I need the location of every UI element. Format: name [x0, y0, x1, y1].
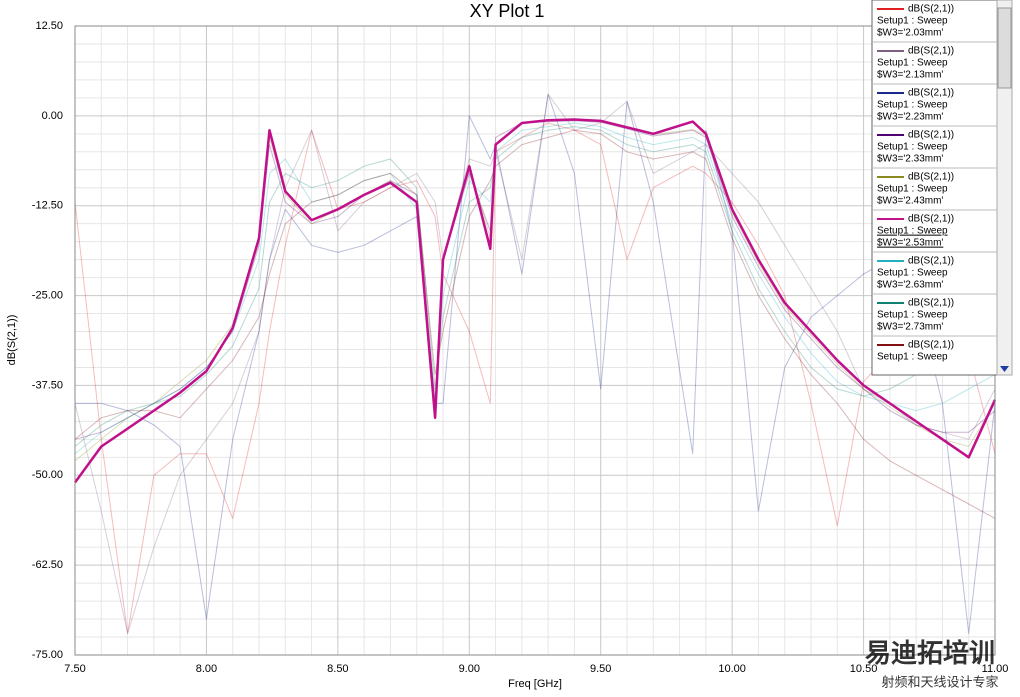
- plot-lines: [73, 93, 997, 634]
- y-tick-label: -50.00: [32, 469, 63, 481]
- scrollbar[interactable]: [996, 0, 1013, 376]
- legend-setup: Setup1 : Sweep: [877, 100, 948, 111]
- scroll-arrow[interactable]: [1000, 366, 1009, 372]
- legend-name: dB(S(2,1)): [908, 88, 954, 99]
- scroll-thumb[interactable]: [997, 7, 1012, 89]
- series-line: [73, 118, 997, 484]
- legend: dB(S(2,1))Setup1 : Sweep$W3='2.03mm'dB(S…: [871, 0, 1013, 376]
- y-tick-label: -62.50: [32, 559, 63, 571]
- chart-title: XY Plot 1: [470, 1, 545, 21]
- legend-name: dB(S(2,1)): [908, 4, 954, 15]
- legend-name: dB(S(2,1)): [908, 256, 954, 267]
- x-tick-label: 10.50: [850, 663, 878, 675]
- legend-setup: Setup1 : Sweep: [877, 142, 948, 153]
- legend-setup: Setup1 : Sweep: [877, 352, 948, 363]
- x-tick-label: 8.00: [196, 663, 217, 675]
- legend-setup: Setup1 : Sweep: [877, 58, 948, 69]
- x-axis-label: Freq [GHz]: [508, 678, 562, 690]
- legend-setup: Setup1 : Sweep: [877, 268, 948, 279]
- legend-name: dB(S(2,1)): [908, 46, 954, 57]
- y-tick-label: -37.50: [32, 379, 63, 391]
- legend-variation: $W3='2.63mm': [877, 280, 943, 291]
- series-line: [74, 120, 996, 440]
- legend-variation: $W3='2.33mm': [877, 154, 943, 165]
- y-tick-label: 0.00: [42, 110, 63, 122]
- x-tick-label: 9.50: [590, 663, 611, 675]
- legend-name: dB(S(2,1)): [908, 298, 954, 309]
- x-tick-label: 8.50: [327, 663, 348, 675]
- legend-setup: Setup1 : Sweep: [877, 226, 948, 237]
- x-tick-label: 10.00: [718, 663, 746, 675]
- legend-name: dB(S(2,1)): [908, 172, 954, 183]
- legend-variation: $W3='2.53mm': [877, 238, 943, 249]
- legend-setup: Setup1 : Sweep: [877, 184, 948, 195]
- legend-name: dB(S(2,1)): [908, 214, 954, 225]
- grid: [74, 25, 996, 656]
- legend-setup: Setup1 : Sweep: [877, 16, 948, 27]
- watermark: 易迪拓培训: [865, 638, 995, 668]
- legend-setup: Setup1 : Sweep: [877, 310, 948, 321]
- legend-variation: $W3='2.03mm': [877, 28, 943, 39]
- y-axis-label: dB(S(2,1)): [6, 315, 18, 366]
- legend-variation: $W3='2.23mm': [877, 112, 943, 123]
- x-tick-label: 9.00: [459, 663, 480, 675]
- legend-box: [871, 0, 1013, 376]
- legend-name: dB(S(2,1)): [908, 340, 954, 351]
- watermark-sub: 射频和天线设计专家: [881, 674, 998, 689]
- x-tick-label: 11.00: [982, 663, 1009, 675]
- x-tick-label: 7.50: [64, 663, 85, 675]
- legend-variation: $W3='2.13mm': [877, 70, 943, 81]
- y-tick-label: -12.50: [32, 200, 63, 212]
- y-tick-label: -75.00: [32, 649, 63, 661]
- legend-name: dB(S(2,1)): [908, 130, 954, 141]
- legend-variation: $W3='2.73mm': [877, 322, 943, 333]
- y-tick-label: -25.00: [32, 289, 63, 301]
- legend-variation: $W3='2.43mm': [877, 196, 943, 207]
- y-tick-label: 12.50: [35, 20, 63, 32]
